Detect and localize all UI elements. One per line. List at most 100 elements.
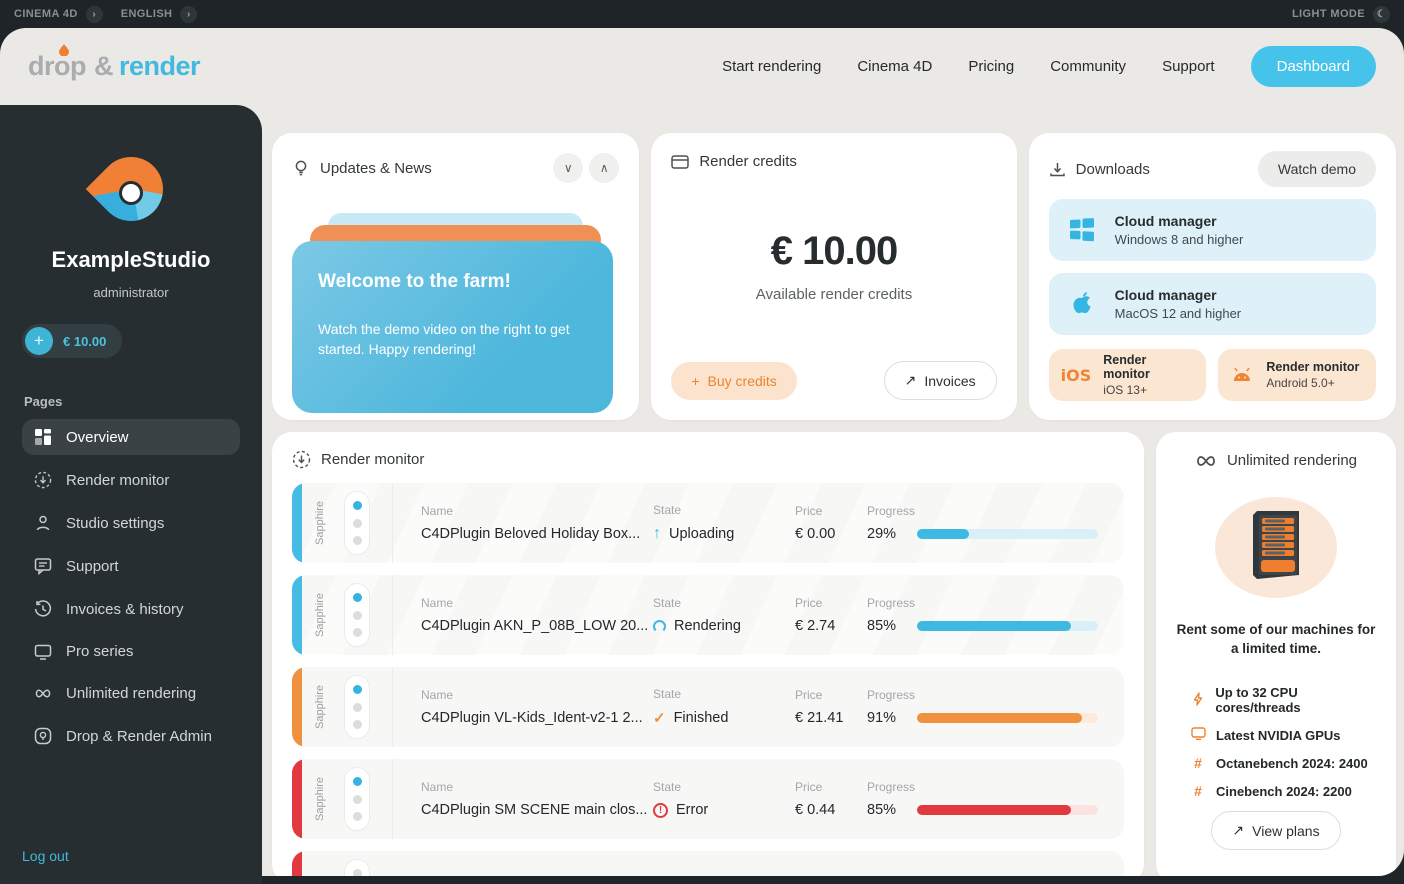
render-job-row[interactable]: Sapphire Name C4DPlugin SM SCENE main clo…	[292, 759, 1124, 839]
row-divider	[392, 667, 393, 747]
download-render-monitor-ios[interactable]: iOS Render monitor iOS 13+	[1048, 349, 1207, 401]
download-cloud-manager-macos[interactable]: Cloud manager MacOS 12 and higher	[1048, 273, 1376, 335]
progress-bar	[917, 713, 1082, 723]
light-mode-toggle[interactable]: LIGHT MODE ☾	[1291, 5, 1390, 23]
col-label-price: Price	[795, 596, 823, 610]
updates-news-card: Updates & News ∨ ∧ Welcome to the farm! …	[272, 133, 640, 420]
server-rack-image	[1215, 497, 1337, 598]
render-job-row[interactable]: Sapphire Name C4DPlugin AKN_P_08B_LOW 20.…	[292, 575, 1124, 655]
render-job-row[interactable]: Sapphire Name C4DPlugin VL-Kids_Ident-v2-…	[292, 667, 1124, 747]
col-label-name: Name	[421, 596, 454, 610]
col-label-progress: Progress	[867, 596, 916, 610]
nav-support[interactable]: Support	[1162, 58, 1215, 75]
credit-card-icon	[671, 154, 690, 169]
sidebar-item-admin[interactable]: Drop & Render Admin	[22, 718, 240, 754]
render-monitor-icon	[34, 471, 52, 489]
view-plans-button[interactable]: ↗ View plans	[1211, 811, 1341, 850]
logout-link[interactable]: Log out	[22, 848, 69, 864]
job-name: C4DPlugin VL-Kids_Ident-v2-1 2...	[421, 710, 643, 726]
lightning-icon	[1190, 691, 1205, 709]
view-plans-label: View plans	[1252, 822, 1320, 839]
chevron-right-icon[interactable]: ›	[180, 5, 198, 23]
col-label-price: Price	[795, 688, 823, 702]
col-label-name: Name	[421, 780, 454, 794]
feature-label: Up to 32 CPU cores/threads	[1215, 685, 1301, 715]
machine-label: Sapphire	[314, 776, 326, 822]
sidebar-item-label: Studio settings	[66, 514, 165, 532]
col-label-price: Price	[795, 780, 823, 794]
download-subtitle: Windows 8 and higher	[1114, 232, 1244, 247]
ios-icon: iOS	[1060, 365, 1092, 385]
feature-item: # Cinebench 2024: 2200	[1190, 783, 1380, 799]
feature-item: Latest NVIDIA GPUs	[1190, 727, 1380, 743]
sidebar-item-label: Render monitor	[66, 471, 170, 489]
job-status-accent	[292, 851, 302, 876]
job-status-accent	[292, 759, 302, 839]
chevron-up-icon[interactable]: ∧	[589, 153, 620, 183]
job-progress-pct: 85%	[867, 618, 897, 634]
render-job-row[interactable]: Sapphire Name C4DPlugin Beloved Holiday B…	[292, 483, 1124, 563]
col-label-progress: Progress	[867, 780, 916, 794]
feature-label: Latest NVIDIA GPUs	[1216, 727, 1341, 743]
language-label: ENGLISH	[120, 8, 173, 20]
col-label-state: State	[653, 687, 682, 701]
buy-credits-label: Buy credits	[707, 372, 777, 389]
sidebar-item-render-monitor[interactable]: Render monitor	[22, 462, 240, 498]
download-render-monitor-android[interactable]: Render monitor Android 5.0+	[1218, 349, 1377, 401]
feature-item: Up to 32 CPU cores/threads	[1190, 685, 1380, 715]
balance-pill[interactable]: + € 10.00	[22, 324, 123, 358]
add-credits-icon[interactable]: +	[25, 327, 53, 355]
sidebar-item-label: Unlimited rendering	[66, 685, 197, 702]
feature-list: Up to 32 CPU cores/threads Latest NVIDIA…	[1172, 685, 1380, 811]
progress-track	[917, 713, 1098, 723]
news-card-front[interactable]: Welcome to the farm! Watch the demo vide…	[292, 241, 614, 413]
credits-amount: € 10.00	[770, 228, 898, 273]
cinema4d-chip[interactable]: CINEMA 4D ›	[14, 5, 103, 23]
watch-demo-button[interactable]: Watch demo	[1257, 151, 1376, 187]
sidebar-item-pro-series[interactable]: Pro series	[22, 634, 240, 669]
app-surface: dr o p & render Start rendering Cinema 4D …	[0, 28, 1404, 876]
chevron-right-icon[interactable]: ›	[85, 5, 103, 23]
chat-icon	[34, 558, 52, 575]
moon-icon[interactable]: ☾	[1373, 5, 1390, 23]
dashboard-button[interactable]: Dashboard	[1250, 46, 1376, 87]
sidebar-item-support[interactable]: Support	[22, 548, 240, 584]
nav-cinema-4d[interactable]: Cinema 4D	[857, 58, 933, 75]
finished-check-icon: ✓	[653, 710, 666, 727]
nav-pricing[interactable]: Pricing	[968, 58, 1015, 75]
sidebar-item-overview[interactable]: Overview	[22, 419, 240, 455]
download-title: Render monitor	[1103, 353, 1150, 381]
error-icon: !	[653, 802, 668, 818]
language-chip[interactable]: ENGLISH ›	[120, 5, 198, 23]
windows-icon	[1069, 218, 1094, 242]
sidebar-item-label: Pro series	[66, 643, 134, 660]
job-name: C4DPlugin Beloved Holiday Box...	[421, 526, 641, 542]
invoices-button[interactable]: ↗ Invoices	[883, 361, 997, 400]
logo-drop-icon: o	[54, 44, 71, 82]
arrow-up-right-icon: ↗	[1232, 822, 1245, 838]
chevron-down-icon[interactable]: ∨	[553, 153, 584, 183]
lightbulb-icon	[295, 160, 307, 176]
main-nav: Start rendering Cinema 4D Pricing Commun…	[722, 46, 1376, 87]
buy-credits-button[interactable]: + Buy credits	[671, 361, 797, 400]
render-job-row-partial[interactable]	[292, 851, 1124, 876]
studio-logo-icon	[85, 143, 177, 239]
col-label-price: Price	[795, 504, 823, 518]
drop-and-render-logo[interactable]: dr o p & render	[28, 44, 201, 82]
credits-subtitle: Available render credits	[755, 285, 913, 303]
col-label-state: State	[653, 596, 682, 610]
balance-amount: € 10.00	[63, 333, 107, 349]
nav-start-rendering[interactable]: Start rendering	[722, 58, 822, 75]
invoices-label: Invoices	[924, 372, 976, 389]
nav-community[interactable]: Community	[1050, 58, 1127, 75]
sidebar-item-invoices-history[interactable]: Invoices & history	[22, 591, 240, 627]
hash-icon: #	[1194, 783, 1202, 799]
light-mode-label: LIGHT MODE	[1291, 8, 1365, 20]
sidebar-item-studio-settings[interactable]: Studio settings	[22, 505, 240, 541]
arrow-up-right-icon: ↗	[904, 372, 917, 388]
sidebar-item-label: Drop & Render Admin	[66, 727, 212, 745]
download-cloud-manager-windows[interactable]: Cloud manager Windows 8 and higher	[1048, 199, 1376, 261]
sidebar-item-unlimited-rendering[interactable]: Unlimited rendering	[22, 676, 240, 711]
updates-title: Updates & News	[320, 159, 432, 177]
job-progress-pct: 85%	[867, 802, 897, 818]
